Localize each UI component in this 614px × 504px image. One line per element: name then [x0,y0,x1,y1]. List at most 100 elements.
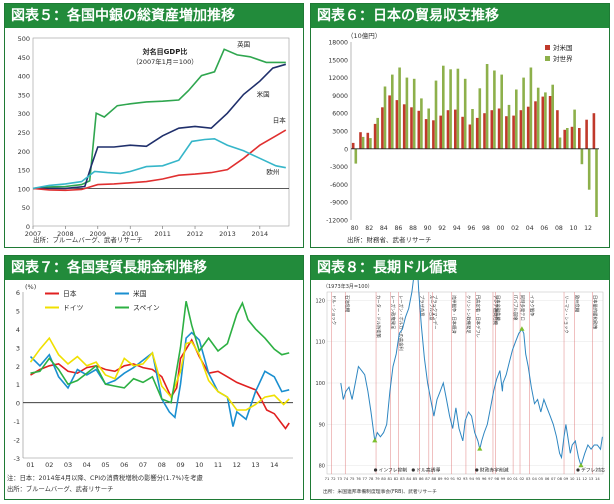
bar [446,110,450,149]
x-tick-label: 92 [457,477,462,481]
x-tick-label: 08 [555,225,563,232]
x-tick-label: 82 [394,477,399,481]
bar [439,115,442,149]
x-tick-label: 95 [476,477,481,481]
y-tick-label: 350 [18,91,30,99]
bar [493,70,496,149]
y-tick-label: -12000 [326,218,348,225]
bar [580,148,584,165]
x-tick-label: 72 [331,477,336,481]
series-line [32,48,286,190]
bar [578,128,581,149]
bar [424,119,428,149]
bar [556,110,559,149]
y-tick-label: 12000 [328,75,348,82]
bar [534,101,537,149]
x-tick-label: 2009 [90,230,107,238]
y-tick-label: 300 [18,110,30,118]
event-label: 円高定着・日本デフレ [474,295,481,338]
y-tick-label: 6000 [332,111,348,118]
x-tick-label: 87 [425,477,430,481]
bar [526,106,530,149]
x-tick-label: 97 [488,477,493,481]
bar [507,104,511,149]
phase-label: デフレ対応 [581,467,605,474]
bar [366,132,370,149]
x-tick-label: 98 [494,477,499,481]
event-label: ドル・ショック [330,295,336,325]
x-tick-label: 09 [176,461,184,469]
bar [388,95,391,149]
x-tick-label: 98 [482,225,490,232]
bar [463,78,467,149]
x-tick-label: 06 [545,477,550,481]
bar [376,117,379,149]
y-tick-label: 18000 [328,40,348,47]
bar [515,89,518,149]
bar [398,67,401,149]
long-dollar-cycle-chart: （1973年3月=100） 80 90 100 110 120 ドル・ショック 石油危機 カータ… [315,280,605,495]
y-tick-label: 3 [16,344,20,352]
bar [405,77,409,149]
bar [427,108,430,149]
panel-title: 図表６：日本の貿易収支推移 [311,4,609,28]
bar [412,78,416,149]
legend-label: 対米国 [553,43,573,52]
event-label: ブラックマンデー [432,295,439,329]
bar [592,113,596,149]
series-label: 日本 [273,116,287,125]
x-tick-label: 90 [444,477,449,481]
y-tick-label: 100 [18,185,30,193]
x-tick-label: 12 [233,461,241,469]
y-tick-label: 5 [16,307,20,315]
x-tick-label: 12 [582,477,587,481]
y-tick-label: 0 [344,146,348,153]
series-line [30,301,290,404]
marker-point [578,462,584,468]
x-tick-label: 2007 [25,230,42,238]
bar [497,108,501,149]
legend-label: スペイン [133,304,160,312]
x-tick-label: 88 [432,477,437,481]
x-tick-label: 01 [513,477,518,481]
x-tick-label: 88 [409,225,417,232]
x-tick-label: 00 [497,225,505,232]
series-line [29,336,290,411]
x-tick-label: 02 [511,225,519,232]
y-tick-label: 15000 [328,57,348,64]
bar [519,110,523,149]
y-tick-label: 110 [315,340,325,346]
x-tick-label: 84 [406,477,411,481]
x-tick-label: 10 [570,477,575,481]
panel-title: 図表５：各国中銀の総資産増加推移 [5,4,303,28]
legend-label: 日本 [63,289,77,298]
x-tick-label: 2008 [57,230,74,238]
bar [548,96,552,149]
bar [456,68,460,149]
bar [587,148,591,190]
y-tick-label: 500 [18,35,30,43]
event-label: 石油危機 [344,295,351,313]
bar [417,110,421,149]
x-tick-label: 91 [450,477,455,481]
bar [529,67,533,149]
bar [541,96,545,149]
bar [595,148,598,217]
x-tick-label: 73 [337,477,342,481]
bullet [576,468,580,472]
x-tick-label: 08 [557,477,562,481]
x-tick-label: 01 [26,461,34,469]
x-tick-label: 92 [438,225,446,232]
panel-real-long-rates: 図表７：各国実質長期金利推移 (%) -3 -2 -1 0 1 2 3 4 5 6 01 02 03 04 0… [4,255,304,500]
legend-label: 米国 [133,289,147,298]
x-tick-label: 80 [381,477,386,481]
series-label: 英国 [237,39,250,48]
y-tick-label: 0 [16,400,20,408]
bar [563,129,566,149]
footnote: 注：日本：2014年4月以降、CPIの消費税増税の影響分(1.7%)を考慮 [7,473,204,482]
x-tick-label: 84 [380,225,388,232]
x-tick-label: 10 [195,461,203,469]
x-tick-label: 13 [589,477,594,481]
event-label: イラク戦争 [528,295,535,317]
